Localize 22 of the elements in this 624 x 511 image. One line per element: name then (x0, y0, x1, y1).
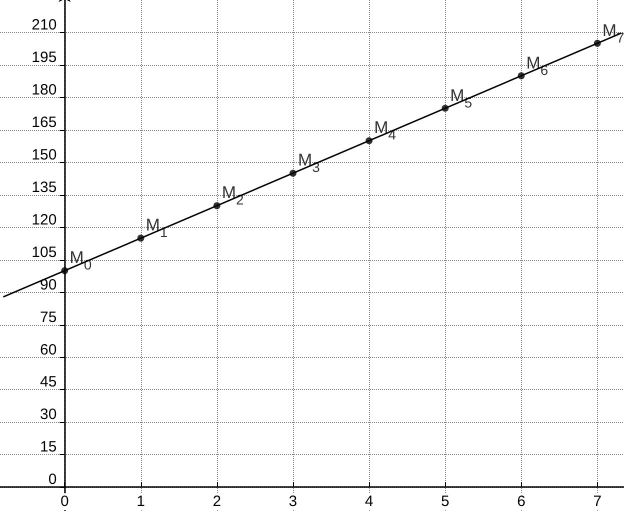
y-tick-label: 75 (40, 308, 57, 326)
x-tick-label: 3 (288, 493, 298, 510)
y-tick-label: 165 (32, 114, 57, 131)
x-tick-label: 4 (364, 493, 374, 510)
y-tick-label: 135 (32, 178, 57, 196)
x-tick-label: 0 (60, 493, 69, 510)
x-tick-label: 1 (136, 493, 145, 510)
y-tick-label: 180 (32, 81, 57, 98)
y-tick-label: 210 (32, 16, 57, 34)
y-tick-label: 195 (32, 48, 57, 66)
y-tick-label: 45 (40, 374, 57, 391)
y-tick-label: 15 (40, 438, 57, 456)
y-tick-label: 30 (40, 406, 57, 424)
y-tick-label: 60 (40, 341, 57, 358)
x-tick-label: 2 (212, 493, 222, 510)
y-tick-label: 0 (48, 471, 57, 488)
y-tick-label: 105 (32, 244, 57, 261)
x-tick-label: 5 (441, 493, 450, 510)
y-tick-label: 120 (32, 211, 57, 228)
x-tick-label: 7 (593, 493, 602, 510)
y-tick-label: 150 (32, 146, 57, 164)
x-tick-label: 6 (517, 493, 526, 510)
